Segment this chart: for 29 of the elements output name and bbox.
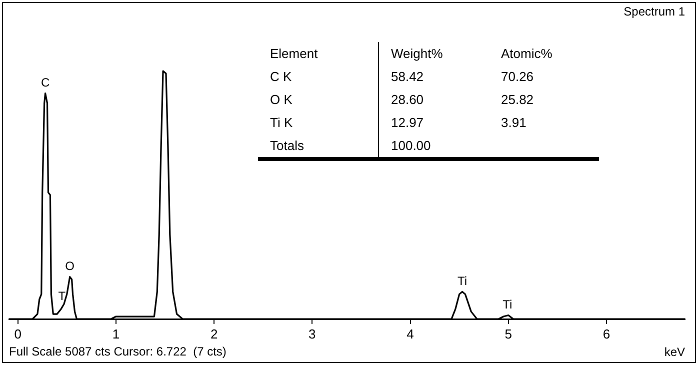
data-label: 58.42 — [390, 68, 425, 86]
text: Full Scale 5087 cts Cursor: 6.722 (7 cts) — [9, 344, 226, 358]
series-label: Weight% — [390, 45, 444, 63]
annotation: Ti — [458, 274, 468, 288]
x-tick-label: 2 — [210, 326, 218, 342]
annotation: Ti — [502, 298, 512, 312]
x-tick-label: 4 — [406, 326, 414, 342]
data-label: 3.91 — [500, 114, 528, 132]
x-tick-label: 5 — [504, 326, 512, 342]
category-label: Ti K — [258, 111, 378, 134]
x-tick-label: 3 — [308, 326, 316, 342]
data-label: 25.82 — [500, 91, 535, 109]
category-label: C K — [258, 65, 378, 88]
category-label: Totals — [258, 134, 378, 159]
text: Atomic% — [500, 45, 554, 63]
x-tick-label: 6 — [602, 326, 610, 342]
data-label: 12.97 — [390, 114, 425, 132]
annotation: O — [65, 259, 74, 274]
x-axis-title: keV — [664, 345, 685, 360]
annotation: T — [58, 288, 66, 303]
x-tick-label: 1 — [112, 326, 120, 342]
annotation: C — [40, 76, 50, 90]
data-label: 100.00 — [390, 137, 432, 155]
text: Element — [258, 42, 378, 65]
chart-title: Spectrum 1 — [624, 4, 686, 19]
x-tick-label: 0 — [14, 326, 22, 342]
data-label: 28.60 — [390, 91, 425, 109]
data-label: 70.26 — [500, 68, 535, 86]
category-label: O K — [258, 88, 378, 111]
